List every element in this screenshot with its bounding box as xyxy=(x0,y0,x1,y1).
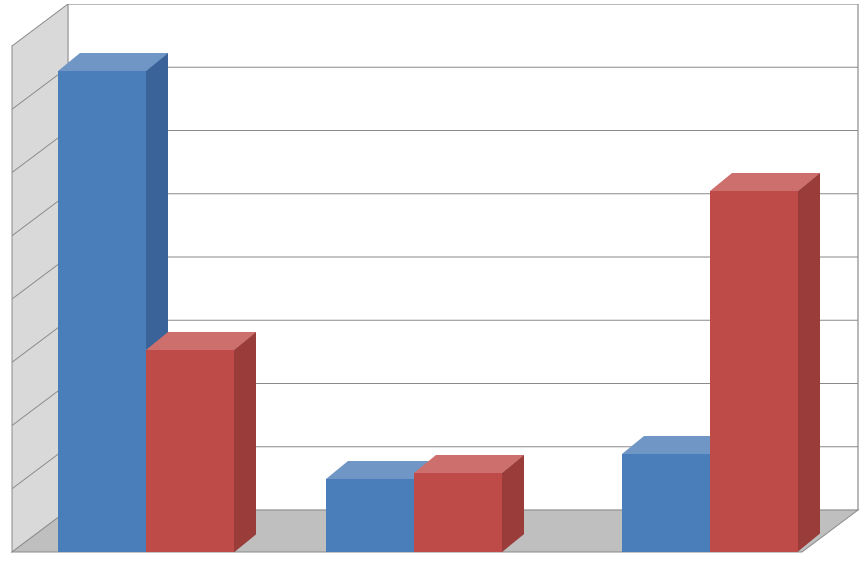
bar-front xyxy=(326,479,414,552)
bar-front xyxy=(710,191,798,552)
bar xyxy=(146,350,234,552)
bar xyxy=(414,473,502,552)
bar xyxy=(622,454,710,552)
bar-right xyxy=(798,173,820,552)
bar-chart-3d xyxy=(0,0,865,587)
bar-front xyxy=(58,71,146,552)
bar-right xyxy=(234,332,256,552)
bar xyxy=(326,479,414,552)
bar xyxy=(710,191,798,552)
bar-front xyxy=(146,350,234,552)
bar-front xyxy=(622,454,710,552)
bar-front xyxy=(414,473,502,552)
bar xyxy=(58,71,146,552)
plot-area xyxy=(6,4,860,584)
bar-right xyxy=(502,455,524,552)
